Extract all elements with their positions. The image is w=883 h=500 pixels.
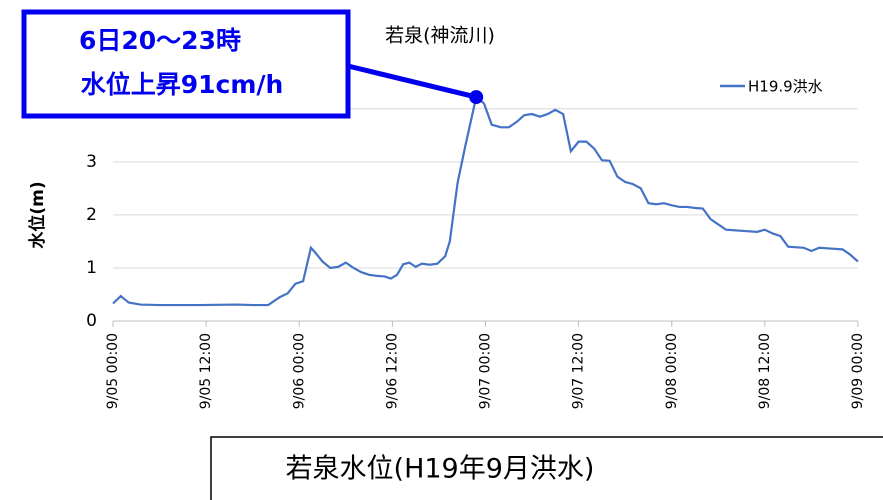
x-tick-label: 9/08 00:00	[664, 333, 680, 409]
callout-point	[469, 90, 484, 105]
x-tick-label: 9/08 12:00	[757, 333, 773, 409]
callout: 6日20～23時 水位上昇91cm/h	[21, 9, 484, 119]
x-tick-label: 9/07 12:00	[571, 333, 587, 409]
y-tick-label: 1	[86, 258, 97, 278]
callout-box	[21, 9, 351, 119]
legend-label: H19.9洪水	[748, 78, 823, 96]
caption: 若泉水位(H19年9月洪水)	[286, 454, 595, 485]
series-line	[112, 95, 859, 307]
x-tick-label: 9/06 12:00	[384, 333, 400, 409]
x-tick-label: 9/05 00:00	[105, 333, 121, 409]
chart-title: 若泉(神流川)	[385, 25, 495, 47]
x-tick-label: 9/06 00:00	[291, 333, 307, 409]
callout-line-2: 水位上昇91cm/h	[81, 70, 284, 99]
plot-area: 012349/05 00:009/05 12:009/06 00:009/06 …	[86, 78, 866, 410]
callout-leader	[347, 63, 477, 100]
y-axis-label: 水位(m)	[27, 181, 48, 248]
y-tick-label: 2	[86, 205, 97, 225]
x-tick-label: 9/05 12:00	[198, 333, 214, 409]
x-tick-label: 9/07 00:00	[478, 333, 494, 409]
callout-line-1: 6日20～23時	[79, 26, 241, 55]
caption-box	[210, 436, 883, 500]
y-tick-label: 0	[86, 311, 97, 331]
x-tick-label: 9/09 00:00	[850, 333, 866, 409]
y-tick-label: 3	[86, 152, 97, 172]
